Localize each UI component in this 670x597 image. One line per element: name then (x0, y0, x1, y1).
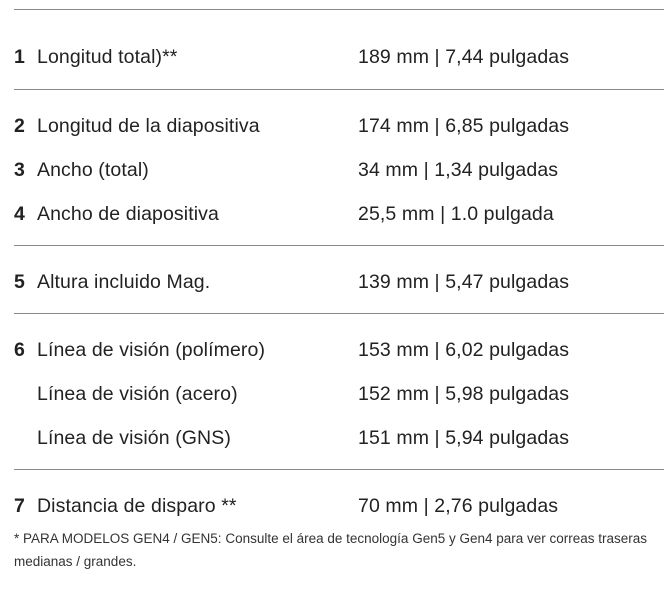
dimension-group: 5 Altura incluido Mag. 139 mm | 5,47 pulga… (14, 246, 664, 314)
dimension-number: 1 (14, 45, 25, 68)
dimension-number: 5 (14, 270, 25, 293)
dimension-label: Línea de visión (acero) (37, 382, 238, 405)
dimension-value: 151 mm | 5,94 pulgadas (358, 426, 570, 449)
dimension-number (14, 383, 37, 406)
dimension-row: Línea de visión (GNS) 151 mm | 5,94 pulga… (14, 416, 664, 460)
dimension-group: 2 Longitud de la diapositiva 174 mm | 6,85… (14, 90, 664, 246)
dimension-value: 174 mm | 6,85 pulgadas (358, 114, 570, 137)
dimension-label-cell: 4 Ancho de diapositiva (14, 203, 358, 226)
dimension-row: 7 Distancia de disparo ** 70 mm | 2,76 pul… (14, 484, 664, 528)
dimension-group: 1 Longitud total)** 189 mm | 7,44 pulgadas (14, 10, 664, 90)
dimension-value: 152 mm | 5,98 pulgadas (358, 382, 570, 405)
dimension-row: 5 Altura incluido Mag. 139 mm | 5,47 pulga… (14, 260, 664, 304)
dimension-label-cell: Línea de visión (GNS) (14, 427, 358, 450)
dimension-label: Altura incluido Mag. (37, 270, 211, 293)
dimension-label-cell: 5 Altura incluido Mag. (14, 271, 358, 294)
dimensions-table: 1 Longitud total)** 189 mm | 7,44 pulgadas… (0, 9, 670, 573)
dimension-label-cell: 7 Distancia de disparo ** (14, 495, 358, 518)
dimension-value: 153 mm | 6,02 pulgadas (358, 338, 570, 361)
divider (14, 9, 664, 10)
dimension-value: 139 mm | 5,47 pulgadas (358, 270, 570, 293)
dimension-label-cell: 6 Línea de visión (polímero) (14, 339, 358, 362)
dimension-number: 6 (14, 338, 25, 361)
dimension-number: 3 (14, 158, 25, 181)
dimension-row: 6 Línea de visión (polímero) 153 mm | 6,02… (14, 328, 664, 372)
dimension-label: Línea de visión (GNS) (37, 426, 231, 449)
dimension-label-cell: 1 Longitud total)** (14, 46, 358, 69)
dimension-value: 189 mm | 7,44 pulgadas (358, 45, 570, 68)
dimension-label: Distancia de disparo ** (37, 494, 237, 517)
dimension-value: 34 mm | 1,34 pulgadas (358, 158, 559, 181)
dimension-label: Ancho (total) (37, 158, 149, 181)
footnote: * PARA MODELOS GEN4 / GEN5: Consulte el … (14, 531, 648, 569)
dimension-row: 3 Ancho (total) 34 mm | 1,34 pulgadas (14, 148, 664, 192)
dimension-group: 6 Línea de visión (polímero) 153 mm | 6,02… (14, 314, 664, 470)
dimension-label: Longitud total)** (37, 45, 178, 68)
dimension-number: 4 (14, 202, 25, 225)
dimension-number: 2 (14, 114, 25, 137)
dimension-row: 4 Ancho de diapositiva 25,5 mm | 1.0 pulga… (14, 192, 664, 236)
dimension-number (14, 427, 37, 450)
dimension-value: 70 mm | 2,76 pulgadas (358, 494, 559, 517)
dimension-label: Ancho de diapositiva (37, 202, 219, 225)
dimension-number: 7 (14, 494, 25, 517)
dimension-label: Línea de visión (polímero) (37, 338, 266, 361)
dimension-label-cell: Línea de visión (acero) (14, 383, 358, 406)
dimension-value: 25,5 mm | 1.0 pulgada (358, 202, 554, 225)
dimension-group: 7 Distancia de disparo ** 70 mm | 2,76 pul… (14, 470, 664, 528)
dimension-label-cell: 3 Ancho (total) (14, 159, 358, 182)
dimension-row: 2 Longitud de la diapositiva 174 mm | 6,85… (14, 104, 664, 148)
dimension-row: Línea de visión (acero) 152 mm | 5,98 pul… (14, 372, 664, 416)
dimension-row: 1 Longitud total)** 189 mm | 7,44 pulgadas (14, 35, 664, 79)
dimension-label: Longitud de la diapositiva (37, 114, 260, 137)
dimension-label-cell: 2 Longitud de la diapositiva (14, 115, 358, 138)
